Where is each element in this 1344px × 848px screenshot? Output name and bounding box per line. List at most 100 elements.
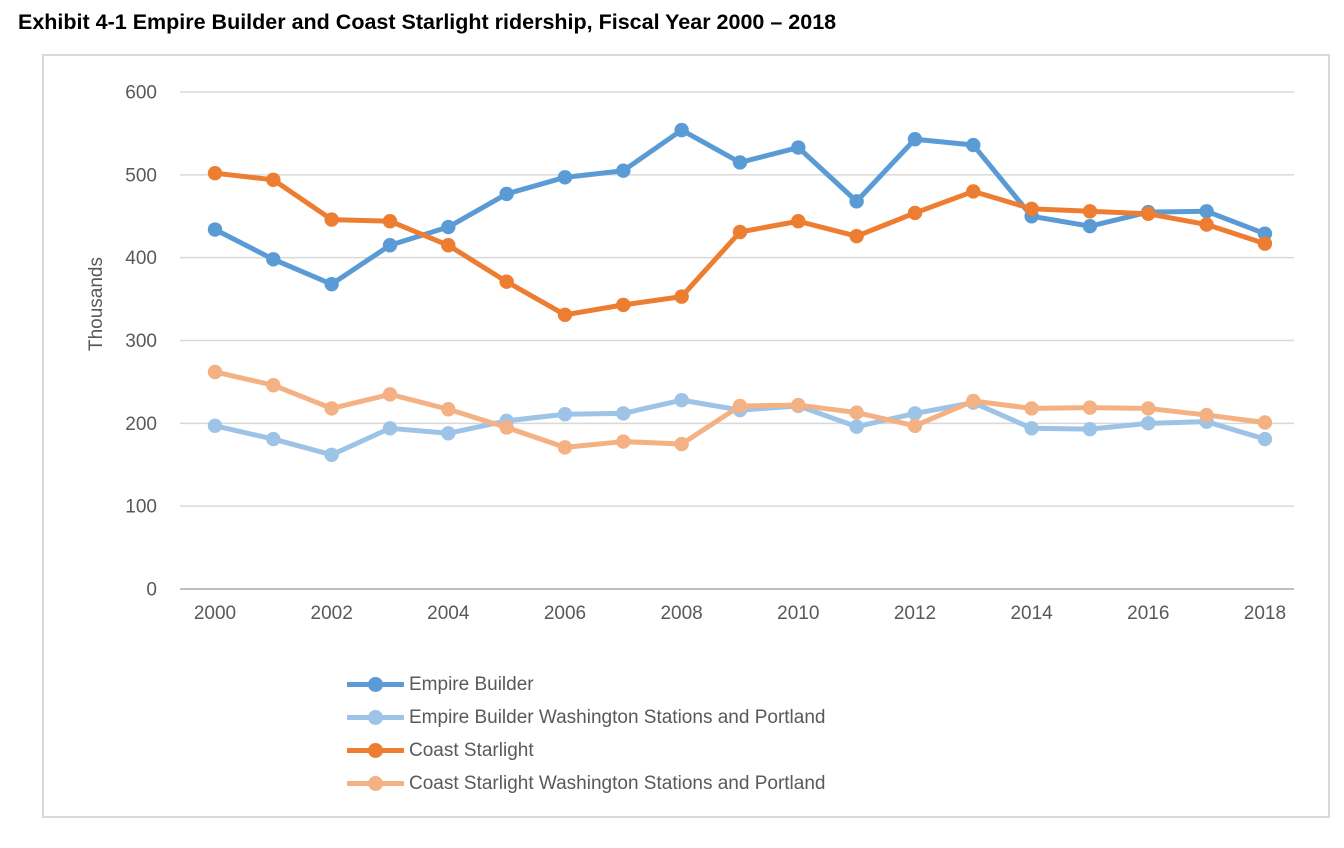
x-tick-label: 2012	[894, 603, 936, 624]
chart-title: Exhibit 4-1 Empire Builder and Coast Sta…	[18, 10, 837, 34]
legend-marker	[368, 677, 383, 692]
data-point-empire-builder-washington-stations-and-portland-2015	[1082, 421, 1098, 437]
legend-swatch-coast-starlight	[347, 743, 404, 758]
y-tick-label: 400	[125, 248, 157, 269]
data-point-coast-starlight-washington-stations-and-portland-2016	[1141, 401, 1156, 416]
data-point-coast-starlight-2004	[441, 238, 456, 253]
x-tick-label: 2000	[194, 603, 236, 624]
data-point-empire-builder-2005	[499, 186, 514, 202]
data-point-empire-builder-washington-stations-and-portland-2004	[441, 426, 456, 441]
data-point-coast-starlight-2012	[907, 205, 923, 221]
data-point-empire-builder-2001	[266, 252, 281, 267]
data-point-empire-builder-washington-stations-and-portland-2018	[1257, 431, 1273, 447]
data-point-coast-starlight-washington-stations-and-portland-2010	[791, 397, 806, 413]
data-point-coast-starlight-2002	[324, 212, 339, 227]
data-point-coast-starlight-2013	[966, 184, 981, 199]
data-point-coast-starlight-2010	[791, 214, 806, 229]
line-chart-plot: 0 100 200 300 400 500 600 2000 2002 2004 2006 2008 2…	[125, 83, 1294, 624]
data-point-empire-builder-2006	[557, 170, 573, 185]
legend-item-coast-starlight: Coast Starlight	[347, 734, 825, 767]
legend-marker	[368, 743, 383, 758]
data-point-empire-builder-washington-stations-and-portland-2001	[266, 431, 281, 447]
legend-swatch-empire-builder	[347, 677, 404, 692]
y-tick-label: 100	[125, 497, 157, 518]
data-point-coast-starlight-2001	[266, 172, 281, 188]
data-point-coast-starlight-2006	[557, 307, 573, 323]
y-tick-label: 300	[125, 331, 157, 352]
x-tick-label: 2018	[1244, 603, 1286, 624]
data-point-coast-starlight-2015	[1082, 204, 1098, 219]
x-tick-label: 2016	[1127, 603, 1169, 624]
data-point-coast-starlight-2014	[1024, 201, 1039, 217]
legend: Empire Builder Empire Builder Washington …	[347, 668, 825, 800]
data-point-empire-builder-2008	[674, 122, 689, 138]
data-point-empire-builder-washington-stations-and-portland-2007	[616, 406, 631, 421]
data-point-coast-starlight-washington-stations-and-portland-2006	[557, 440, 573, 455]
data-point-empire-builder-2007	[616, 163, 631, 178]
data-point-coast-starlight-washington-stations-and-portland-2003	[382, 387, 398, 402]
data-point-coast-starlight-washington-stations-and-portland-2014	[1024, 401, 1039, 416]
legend-label: Coast Starlight Washington Stations and …	[409, 772, 826, 794]
data-point-empire-builder-washington-stations-and-portland-2002	[324, 447, 339, 463]
legend-marker	[368, 710, 383, 725]
data-point-coast-starlight-washington-stations-and-portland-2015	[1082, 400, 1098, 415]
data-point-empire-builder-2017	[1199, 204, 1214, 219]
data-point-empire-builder-washington-stations-and-portland-2016	[1141, 416, 1156, 431]
data-point-coast-starlight-2009	[732, 224, 748, 240]
data-point-coast-starlight-2016	[1141, 206, 1156, 221]
data-point-empire-builder-2010	[791, 140, 806, 155]
x-tick-label: 2004	[427, 603, 470, 624]
data-point-coast-starlight-washington-stations-and-portland-2018	[1257, 415, 1273, 430]
series-line-coast-starlight	[212, 170, 1268, 318]
legend-item-coast-starlight-washington-stations-and-portland: Coast Starlight Washington Stations and …	[347, 767, 825, 800]
data-point-coast-starlight-2007	[616, 297, 631, 313]
data-point-coast-starlight-washington-stations-and-portland-2013	[966, 393, 981, 409]
x-tick-label: 2010	[777, 603, 819, 624]
data-point-empire-builder-2003	[382, 238, 398, 253]
data-point-coast-starlight-2018	[1257, 236, 1273, 251]
x-tick-label: 2008	[660, 603, 702, 624]
series-line-empire-builder	[212, 127, 1268, 287]
data-point-empire-builder-washington-stations-and-portland-2003	[382, 421, 398, 436]
legend-label: Empire Builder Washington Stations and P…	[409, 706, 826, 728]
data-point-coast-starlight-2008	[674, 289, 689, 304]
data-point-empire-builder-2015	[1082, 219, 1098, 234]
data-point-coast-starlight-washington-stations-and-portland-2017	[1199, 407, 1214, 423]
data-point-empire-builder-2012	[907, 132, 923, 147]
data-point-empire-builder-2000	[207, 222, 223, 237]
data-point-coast-starlight-2003	[382, 214, 398, 229]
data-point-coast-starlight-2011	[849, 228, 864, 244]
y-tick-label: 500	[125, 165, 157, 186]
data-point-empire-builder-2018	[1257, 226, 1273, 241]
legend-item-empire-builder-washington-stations-and-portland: Empire Builder Washington Stations and P…	[347, 701, 825, 734]
data-point-coast-starlight-washington-stations-and-portland-2008	[674, 436, 689, 452]
data-point-empire-builder-2013	[966, 137, 981, 153]
chart-container: 0 100 200 300 400 500 600 2000 2002 2004 2006 2008 2…	[42, 54, 1330, 818]
legend-label: Coast Starlight	[409, 739, 534, 761]
y-tick-label: 200	[125, 414, 157, 435]
legend-marker	[368, 776, 383, 791]
data-point-empire-builder-2004	[441, 219, 456, 235]
data-point-coast-starlight-washington-stations-and-portland-2000	[207, 364, 223, 380]
data-point-coast-starlight-washington-stations-and-portland-2004	[441, 402, 456, 417]
y-axis-title: Thousands	[86, 257, 107, 352]
data-point-coast-starlight-washington-stations-and-portland-2012	[907, 418, 923, 434]
legend-swatch-empire-builder-washington-stations-and-portland	[347, 710, 404, 725]
data-point-coast-starlight-2017	[1199, 217, 1214, 232]
data-point-coast-starlight-washington-stations-and-portland-2005	[499, 420, 514, 435]
legend-swatch-coast-starlight-washington-stations-and-portland	[347, 776, 404, 791]
data-point-coast-starlight-2005	[499, 274, 514, 289]
data-point-empire-builder-washington-stations-and-portland-2012	[907, 406, 923, 421]
y-tick-label: 0	[146, 580, 157, 601]
y-tick-label: 600	[125, 83, 157, 104]
x-tick-label: 2002	[311, 603, 353, 624]
data-point-coast-starlight-washington-stations-and-portland-2002	[324, 401, 339, 416]
data-point-coast-starlight-washington-stations-and-portland-2011	[849, 405, 864, 420]
data-point-empire-builder-washington-stations-and-portland-2011	[849, 419, 864, 434]
data-point-empire-builder-2009	[732, 155, 748, 170]
legend-label: Empire Builder	[409, 673, 534, 695]
x-tick-label: 2006	[544, 603, 586, 624]
data-point-empire-builder-2002	[324, 276, 339, 292]
data-point-coast-starlight-washington-stations-and-portland-2009	[732, 398, 748, 414]
